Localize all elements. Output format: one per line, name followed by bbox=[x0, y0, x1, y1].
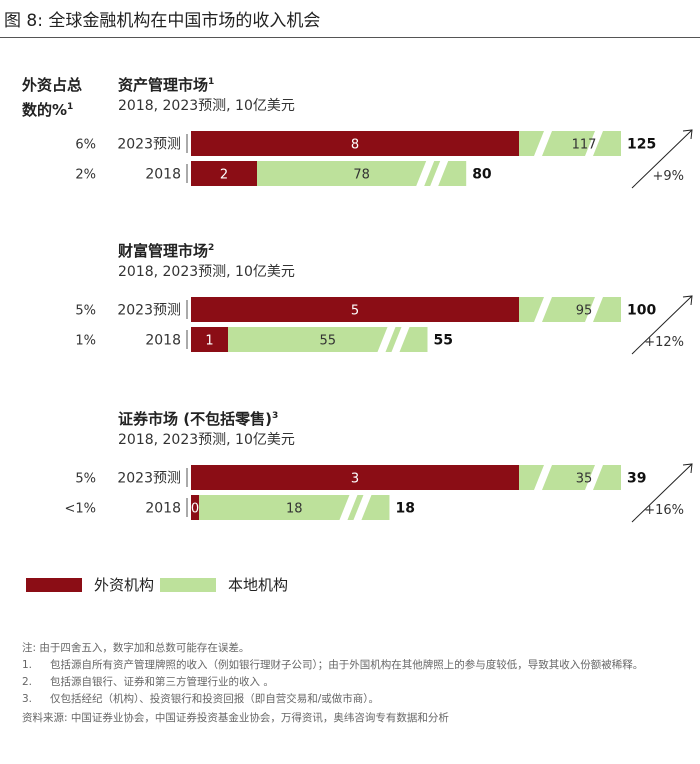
category-label: 2018 bbox=[145, 501, 181, 517]
footnote-1: 1. 包括源自所有资产管理牌照的收入（例如银行理财子公司）；由于外国机构在其他牌照… bbox=[22, 657, 643, 674]
bar-local bbox=[519, 297, 621, 322]
value-label-local: 95 bbox=[576, 304, 593, 319]
footnote-number: 2. bbox=[22, 676, 33, 688]
chart-subtitle: 2018, 2023预测, 10亿美元 bbox=[118, 98, 295, 114]
category-label: 2018 bbox=[145, 167, 181, 183]
bar-local bbox=[519, 465, 621, 490]
axis-break bbox=[534, 297, 552, 322]
share-label: <1% bbox=[64, 502, 96, 517]
footnote-text: 包括源自所有资产管理牌照的收入（例如银行理财子公司）；由于外国机构在其他牌照上的… bbox=[50, 659, 644, 671]
value-label-local: 55 bbox=[319, 334, 336, 349]
legend-local-swatch bbox=[160, 577, 216, 592]
chart-title: 证券市场 (不包括零售)3 bbox=[118, 410, 278, 428]
axis-break bbox=[339, 495, 358, 520]
growth-arrowhead bbox=[682, 463, 693, 474]
footnote-number: 1. bbox=[22, 659, 33, 671]
category-label: 2023预测 bbox=[117, 303, 181, 319]
growth-arrow bbox=[631, 129, 693, 189]
footnote-intro: 注: 由于四舍五入，数字加和总数可能存在误差。 bbox=[22, 642, 250, 654]
chart-title: 财富管理市场2 bbox=[118, 242, 214, 260]
source-note: 资料来源: 中国证券业协会，中国证券投资基金业协会，万得资讯，奥纬咨询专有数据和… bbox=[22, 712, 449, 724]
page-title: 图 8: 全球金融机构在中国市场的收入机会 bbox=[4, 11, 321, 31]
growth-label: +12% bbox=[644, 335, 684, 350]
bar-foreign bbox=[191, 327, 228, 352]
chart-title-sup: 2 bbox=[208, 243, 214, 253]
total-label: 39 bbox=[627, 471, 646, 487]
foreign-share-header: 外资占总数的%1 bbox=[22, 74, 94, 121]
footnote-text: 仅包括经纪（机构）、投资银行和投资回报（即自营交易和/或做市商）。 bbox=[50, 693, 380, 705]
category-label: 2018 bbox=[145, 333, 181, 349]
chart-subtitle: 2018, 2023预测, 10亿美元 bbox=[118, 432, 295, 448]
chart-title-text: 资产管理市场 bbox=[118, 76, 208, 94]
chart-title-text: 财富管理市场 bbox=[118, 242, 208, 260]
share-label: 5% bbox=[75, 472, 96, 487]
footnotes: 注: 由于四舍五入，数字加和总数可能存在误差。 1. 包括源自所有资产管理牌照的收… bbox=[22, 640, 643, 727]
bar-foreign bbox=[191, 495, 199, 520]
share-label: 2% bbox=[75, 168, 96, 183]
axis-break bbox=[430, 161, 449, 186]
legend-foreign: 外资机构 bbox=[26, 574, 154, 595]
growth-arrowhead bbox=[682, 295, 693, 306]
total-label: 55 bbox=[434, 333, 453, 349]
axis-break bbox=[585, 131, 603, 156]
chart-title-sup: 3 bbox=[272, 411, 278, 421]
footnote-text: 包括源自银行、证券和第三方管理行业的收入 。 bbox=[50, 676, 274, 688]
foreign-share-header-sup: 1 bbox=[67, 102, 74, 112]
value-label-local: 78 bbox=[353, 168, 370, 183]
footnote-2: 2. 包括源自银行、证券和第三方管理行业的收入 。 bbox=[22, 674, 643, 691]
share-label: 6% bbox=[75, 138, 96, 153]
title-divider bbox=[0, 37, 700, 38]
total-label: 80 bbox=[472, 167, 492, 183]
category-label: 2023预测 bbox=[117, 471, 181, 487]
foreign-share-header-text: 外资占总数的% bbox=[22, 76, 83, 119]
chart-subtitle: 2018, 2023预测, 10亿美元 bbox=[118, 264, 295, 280]
value-label-foreign: 8 bbox=[351, 138, 359, 153]
value-label-foreign: 0 bbox=[191, 502, 199, 517]
axis-break bbox=[585, 297, 603, 322]
value-label-local: 117 bbox=[572, 138, 597, 153]
bar-foreign bbox=[191, 465, 519, 490]
growth-label: +9% bbox=[652, 169, 684, 184]
value-label-foreign: 3 bbox=[351, 472, 359, 487]
growth-arrow bbox=[631, 295, 693, 355]
chart-title: 资产管理市场1 bbox=[118, 76, 214, 94]
axis-break bbox=[534, 465, 552, 490]
growth-arrowhead bbox=[682, 129, 693, 140]
bar-foreign bbox=[191, 131, 519, 156]
value-label-foreign: 5 bbox=[351, 304, 359, 319]
legend-local: 本地机构 bbox=[160, 574, 288, 595]
value-label-foreign: 1 bbox=[205, 334, 213, 349]
share-label: 5% bbox=[75, 304, 96, 319]
legend-local-label: 本地机构 bbox=[228, 576, 289, 594]
category-label: 2023预测 bbox=[117, 137, 181, 153]
footnote-number: 3. bbox=[22, 693, 33, 705]
chart-title-sup: 1 bbox=[208, 77, 214, 87]
share-label: 1% bbox=[75, 334, 96, 349]
growth-arrow bbox=[631, 463, 693, 523]
axis-break bbox=[377, 327, 396, 352]
total-label: 100 bbox=[627, 303, 656, 319]
value-label-local: 35 bbox=[576, 472, 593, 487]
total-label: 125 bbox=[627, 137, 656, 153]
value-label-local: 18 bbox=[286, 502, 303, 517]
legend-foreign-label: 外资机构 bbox=[94, 576, 155, 594]
footnote-3: 3. 仅包括经纪（机构）、投资银行和投资回报（即自营交易和/或做市商）。 bbox=[22, 691, 643, 708]
bar-foreign bbox=[191, 161, 257, 186]
axis-break bbox=[416, 161, 435, 186]
bar-local bbox=[519, 131, 621, 156]
total-label: 18 bbox=[395, 501, 414, 517]
legend-foreign-swatch bbox=[26, 577, 82, 592]
axis-break bbox=[534, 131, 552, 156]
axis-break bbox=[353, 495, 372, 520]
chart-title-text: 证券市场 (不包括零售) bbox=[118, 410, 272, 428]
bar-foreign bbox=[191, 297, 519, 322]
growth-label: +16% bbox=[644, 503, 684, 518]
axis-break bbox=[585, 465, 603, 490]
value-label-foreign: 2 bbox=[220, 168, 228, 183]
axis-break bbox=[391, 327, 410, 352]
